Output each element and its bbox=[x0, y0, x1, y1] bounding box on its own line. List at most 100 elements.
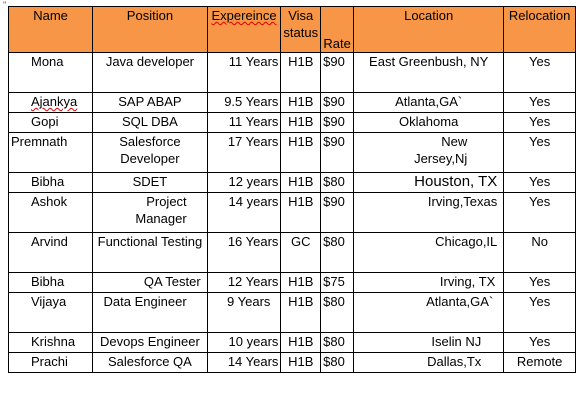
cell-experience: 12 Years bbox=[206, 272, 282, 293]
table-row: Mona Java developer 11 Years H1B $90 Eas… bbox=[7, 52, 576, 93]
cell-relocation: Yes bbox=[503, 332, 576, 353]
table-row: Gopi SQL DBA 11 Years H1B $90 Oklahoma Y… bbox=[7, 112, 576, 133]
cell-position: Devops Engineer bbox=[92, 332, 208, 353]
cell-location: Iselin NJ bbox=[353, 332, 505, 353]
cell-rate: $80 bbox=[320, 292, 355, 333]
cell-visa: GC bbox=[280, 232, 322, 273]
table-row: Ashok Project Manager 14 years H1B $90 I… bbox=[7, 192, 576, 233]
header-visa: Visa status bbox=[280, 6, 322, 53]
corner-mark: " bbox=[3, 0, 7, 10]
cell-relocation: No bbox=[503, 232, 576, 273]
table-row: Krishna Devops Engineer 10 years H1B $80… bbox=[7, 332, 576, 353]
cell-location: Oklahoma bbox=[353, 112, 505, 133]
cell-visa: H1B bbox=[280, 272, 322, 293]
cell-name: Arvind bbox=[7, 232, 94, 273]
cell-name: Ashok bbox=[7, 192, 94, 233]
cell-rate: $80 bbox=[320, 352, 355, 373]
cell-position: Java developer bbox=[92, 52, 208, 93]
cell-experience: 11 Years bbox=[206, 112, 282, 133]
cell-name: Bibha bbox=[7, 272, 94, 293]
cell-experience: 10 years bbox=[206, 332, 282, 353]
header-position: Position bbox=[92, 6, 208, 53]
header-experience: Expereince bbox=[206, 6, 282, 53]
table-row: Bibha QA Tester 12 Years H1B $75 Irving,… bbox=[7, 272, 576, 293]
cell-visa: H1B bbox=[280, 332, 322, 353]
table-row: Vijaya Data Engineer 9 Years H1B $80 Atl… bbox=[7, 292, 576, 333]
cell-rate: $80 bbox=[320, 332, 355, 353]
cell-experience: 17 Years bbox=[206, 132, 282, 173]
cell-experience: 11 Years bbox=[206, 52, 282, 93]
cell-visa: H1B bbox=[280, 52, 322, 93]
cell-position: Project Manager bbox=[92, 192, 208, 233]
cell-rate: $90 bbox=[320, 52, 355, 93]
cell-location: Irving,Texas bbox=[353, 192, 505, 233]
cell-position: SAP ABAP bbox=[92, 92, 208, 113]
cell-visa: H1B bbox=[280, 132, 322, 173]
header-name: Name bbox=[7, 6, 94, 53]
cell-location: Irving, TX bbox=[353, 272, 505, 293]
cell-name: Mona bbox=[7, 52, 94, 93]
cell-name: Krishna bbox=[7, 332, 94, 353]
cell-position: Salesforce Developer bbox=[92, 132, 208, 173]
cell-relocation: Yes bbox=[503, 112, 576, 133]
header-relocation: Relocation bbox=[503, 6, 576, 53]
cell-name: Ajankya bbox=[7, 92, 94, 113]
cell-position: SQL DBA bbox=[92, 112, 208, 133]
cell-position: Functional Testing bbox=[92, 232, 208, 273]
cell-relocation: Yes bbox=[503, 52, 576, 93]
table-row: Arvind Functional Testing 16 Years GC $8… bbox=[7, 232, 576, 273]
cell-visa: H1B bbox=[280, 292, 322, 333]
header-experience-label: Expereince bbox=[211, 8, 277, 23]
cell-visa: H1B bbox=[280, 192, 322, 233]
cell-name-text: Ajankya bbox=[31, 94, 78, 109]
table-row: Bibha SDET 12 years H1B $80 Houston, TX … bbox=[7, 172, 576, 193]
cell-visa: H1B bbox=[280, 92, 322, 113]
header-rate: Rate bbox=[320, 6, 355, 53]
cell-position: QA Tester bbox=[92, 272, 208, 293]
cell-name: Premnath bbox=[7, 132, 94, 173]
cell-position: Salesforce QA bbox=[92, 352, 208, 373]
cell-location: Atlanta,GA` bbox=[353, 92, 505, 113]
cell-experience: 14 years bbox=[206, 192, 282, 233]
cell-name: Gopi bbox=[7, 112, 94, 133]
cell-relocation: Remote bbox=[503, 352, 576, 373]
cell-relocation: Yes bbox=[503, 92, 576, 113]
cell-location: Chicago,IL bbox=[353, 232, 505, 273]
cell-rate: $90 bbox=[320, 192, 355, 233]
header-row: Name Position Expereince Visa status Rat… bbox=[7, 6, 576, 53]
cell-visa: H1B bbox=[280, 172, 322, 193]
table-row: Premnath Salesforce Developer 17 Years H… bbox=[7, 132, 576, 173]
cell-location: Dallas,Tx bbox=[353, 352, 505, 373]
cell-relocation: Yes bbox=[503, 172, 576, 193]
cell-experience: 12 years bbox=[206, 172, 282, 193]
cell-location: East Greenbush, NY bbox=[353, 52, 505, 93]
cell-name: Prachi bbox=[7, 352, 94, 373]
cell-visa: H1B bbox=[280, 112, 322, 133]
cell-position: Data Engineer bbox=[92, 292, 208, 333]
cell-experience: 9 Years bbox=[206, 292, 282, 333]
cell-rate: $80 bbox=[320, 232, 355, 273]
cell-name: Vijaya bbox=[7, 292, 94, 333]
cell-experience: 14 Years bbox=[206, 352, 282, 373]
cell-rate: $80 bbox=[320, 172, 355, 193]
cell-rate: $90 bbox=[320, 112, 355, 133]
cell-experience: 16 Years bbox=[206, 232, 282, 273]
header-location: Location bbox=[353, 6, 505, 53]
cell-rate: $90 bbox=[320, 92, 355, 113]
cell-location: Houston, TX bbox=[353, 172, 505, 193]
table-row: Ajankya SAP ABAP 9.5 Years H1B $90 Atlan… bbox=[7, 92, 576, 113]
cell-rate: $75 bbox=[320, 272, 355, 293]
candidates-table: Name Position Expereince Visa status Rat… bbox=[7, 6, 576, 373]
cell-location: Atlanta,GA` bbox=[353, 292, 505, 333]
cell-position: SDET bbox=[92, 172, 208, 193]
cell-relocation: Yes bbox=[503, 272, 576, 293]
cell-experience: 9.5 Years bbox=[206, 92, 282, 113]
cell-relocation: Yes bbox=[503, 292, 576, 333]
cell-relocation: Yes bbox=[503, 132, 576, 173]
cell-visa: H1B bbox=[280, 352, 322, 373]
cell-location: New Jersey,Nj bbox=[353, 132, 505, 173]
cell-name: Bibha bbox=[7, 172, 94, 193]
cell-rate: $90 bbox=[320, 132, 355, 173]
cell-relocation: Yes bbox=[503, 192, 576, 233]
table-row: Prachi Salesforce QA 14 Years H1B $80 Da… bbox=[7, 352, 576, 373]
